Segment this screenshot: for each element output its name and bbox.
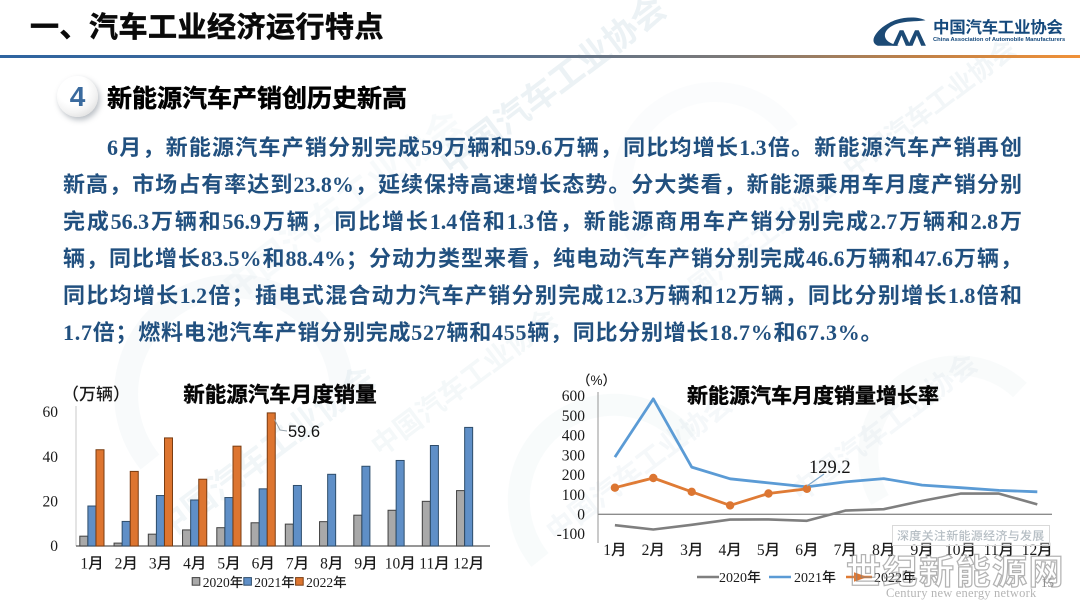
svg-text:20: 20 (43, 490, 59, 512)
svg-text:11月: 11月 (984, 538, 1014, 560)
svg-text:600: 600 (562, 384, 586, 406)
svg-text:3月: 3月 (149, 552, 172, 574)
svg-text:400: 400 (562, 424, 586, 446)
svg-text:12月: 12月 (453, 552, 484, 574)
svg-text:9月: 9月 (354, 552, 377, 574)
svg-text:200: 200 (562, 463, 586, 485)
svg-text:11月: 11月 (419, 552, 449, 574)
svg-text:2022年: 2022年 (874, 567, 916, 587)
svg-text:7月: 7月 (834, 538, 857, 560)
svg-text:1月: 1月 (80, 552, 103, 574)
svg-text:40: 40 (43, 445, 59, 467)
svg-text:4月: 4月 (183, 552, 206, 574)
svg-text:4月: 4月 (718, 538, 741, 560)
svg-text:7月: 7月 (286, 552, 309, 574)
svg-text:8月: 8月 (872, 538, 895, 560)
svg-text:10月: 10月 (385, 552, 416, 574)
svg-text:2021年: 2021年 (254, 571, 294, 591)
svg-text:300: 300 (562, 443, 586, 465)
svg-text:60: 60 (43, 400, 59, 422)
svg-text:5月: 5月 (757, 538, 780, 560)
svg-text:2月: 2月 (115, 552, 138, 574)
svg-text:10月: 10月 (945, 538, 976, 560)
svg-text:1月: 1月 (603, 538, 626, 560)
svg-text:6月: 6月 (252, 552, 275, 574)
svg-text:0: 0 (50, 534, 58, 556)
svg-text:2020年: 2020年 (719, 567, 761, 587)
svg-text:500: 500 (562, 404, 586, 426)
svg-text:9月: 9月 (910, 538, 933, 560)
svg-text:100: 100 (562, 483, 586, 505)
svg-text:59.6: 59.6 (288, 423, 320, 441)
svg-text:0: 0 (577, 503, 585, 525)
svg-text:5月: 5月 (217, 552, 240, 574)
svg-text:129.2: 129.2 (809, 453, 851, 479)
svg-text:2月: 2月 (642, 538, 665, 560)
svg-text:2022年: 2022年 (306, 571, 347, 591)
svg-text:6月: 6月 (795, 538, 818, 560)
svg-text:12月: 12月 (1022, 538, 1053, 560)
svg-text:2020年: 2020年 (203, 571, 244, 591)
svg-text:8月: 8月 (320, 552, 343, 574)
svg-text:3月: 3月 (680, 538, 703, 560)
svg-text:-100: -100 (557, 522, 586, 544)
svg-text:2021年: 2021年 (794, 567, 836, 587)
